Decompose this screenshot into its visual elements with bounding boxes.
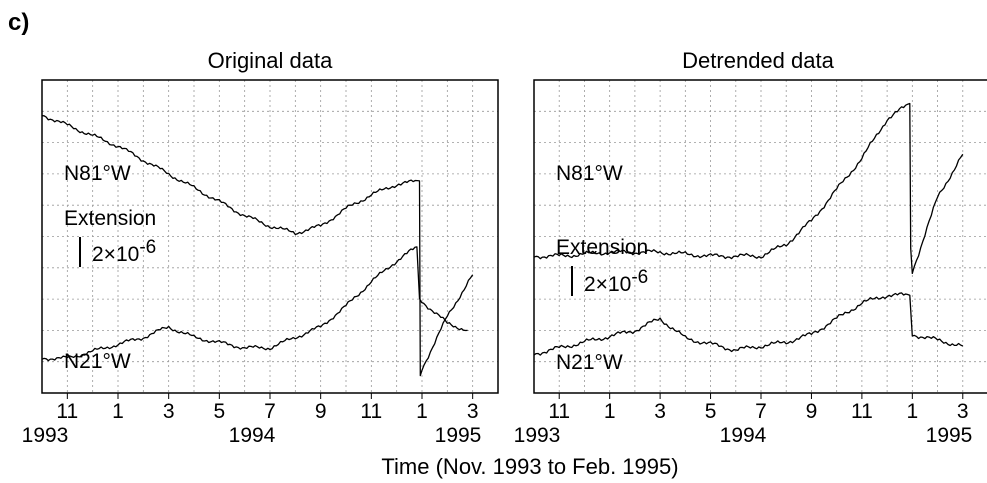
x-axis-label: Time (Nov. 1993 to Feb. 1995) xyxy=(381,454,678,479)
series-line-n21w xyxy=(41,246,468,362)
detrended-year-1994: 1994 xyxy=(720,424,767,447)
detrended-x-ticks: 11 1 3 5 7 9 11 1 3 xyxy=(548,393,969,423)
original-n21w-label: N21°W xyxy=(64,350,131,373)
detrended-data-title: Detrended data xyxy=(682,48,834,73)
x-tick-label: 5 xyxy=(213,400,225,423)
detrended-year-1993: 1993 xyxy=(514,424,561,447)
x-tick-label: 3 xyxy=(163,400,175,423)
x-tick-label: 3 xyxy=(467,400,479,423)
panel-label: c) xyxy=(8,9,29,36)
x-tick-label: 7 xyxy=(264,400,276,423)
x-tick-label: 9 xyxy=(315,400,327,423)
x-tick-label: 1 xyxy=(416,400,428,423)
x-tick-label: 1 xyxy=(906,400,918,423)
x-tick-label: 11 xyxy=(851,400,873,423)
x-tick-label: 5 xyxy=(705,400,717,423)
detrended-extension-label: Extension xyxy=(556,236,648,259)
original-year-1993: 1993 xyxy=(22,424,69,447)
x-tick-label: 1 xyxy=(604,400,616,423)
detrended-n21w-label: N21°W xyxy=(556,351,623,374)
x-tick-label: 11 xyxy=(548,400,570,423)
x-tick-label: 9 xyxy=(806,400,818,423)
original-scale-value: 2×10-6 xyxy=(92,237,156,266)
x-tick-label: 1 xyxy=(112,400,124,423)
original-year-1994: 1994 xyxy=(229,424,276,447)
series-line-n81w xyxy=(533,102,964,275)
series-line-n81w xyxy=(41,115,474,377)
detrended-data-panel: Detrended data N81°W N21°W Extension 2×1… xyxy=(514,48,987,447)
original-data-grid xyxy=(42,80,498,393)
original-data-series xyxy=(41,115,474,377)
detrended-n81w-label: N81°W xyxy=(556,162,623,185)
x-tick-label: 11 xyxy=(56,400,78,423)
original-data-panel: Original data N81°W N21°W Extension 2×10… xyxy=(22,48,499,447)
x-tick-label: 3 xyxy=(654,400,666,423)
detrended-data-series xyxy=(533,102,964,356)
series-line-n21w xyxy=(533,292,964,356)
original-data-title: Original data xyxy=(208,48,334,73)
x-tick-label: 7 xyxy=(755,400,767,423)
detrended-data-grid xyxy=(534,80,987,393)
original-year-1995: 1995 xyxy=(435,424,482,447)
original-x-ticks: 11 1 3 5 7 9 11 1 3 xyxy=(56,393,479,423)
detrended-year-1995: 1995 xyxy=(926,424,973,447)
detrended-scale-value: 2×10-6 xyxy=(584,267,648,296)
x-tick-label: 11 xyxy=(360,400,382,423)
x-tick-label: 3 xyxy=(957,400,969,423)
original-n81w-label: N81°W xyxy=(64,162,131,185)
original-extension-label: Extension xyxy=(64,207,156,230)
